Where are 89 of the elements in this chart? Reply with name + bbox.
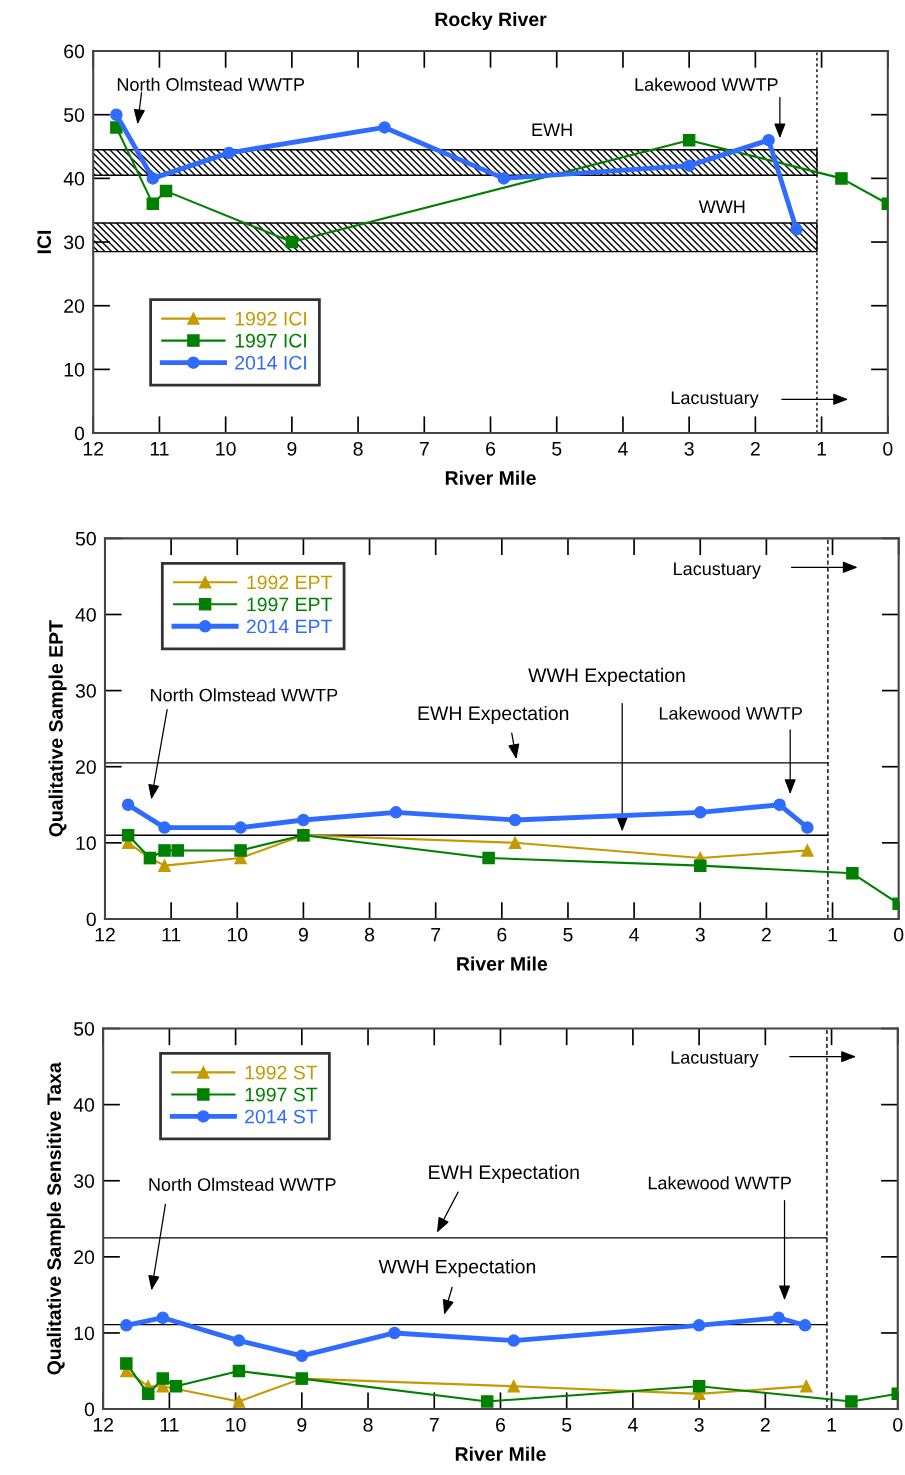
x-tick-label: 6 bbox=[486, 441, 496, 456]
x-tick-label: 2 bbox=[760, 1417, 770, 1432]
x-axis-title: River Mile bbox=[455, 1446, 546, 1461]
x-tick-label: 10 bbox=[216, 441, 236, 456]
x-tick-label: 0 bbox=[883, 441, 893, 456]
ref-line-label: EWH Expectation bbox=[418, 705, 569, 725]
x-tick-label: 8 bbox=[364, 927, 375, 942]
x-tick-label: 9 bbox=[298, 927, 308, 942]
x-tick-label: 4 bbox=[629, 927, 639, 942]
ref-line-label: WWH Expectation bbox=[528, 667, 685, 686]
x-tick-label: 11 bbox=[162, 927, 181, 942]
x-tick-label: 0 bbox=[894, 927, 904, 942]
x-tick-label: 11 bbox=[160, 1418, 179, 1432]
x-tick-label: 9 bbox=[297, 1417, 307, 1432]
x-tick-label: 12 bbox=[83, 441, 104, 456]
annotation: Lakewood WWTP bbox=[635, 77, 778, 91]
legend-label: 1992 ST bbox=[245, 1065, 318, 1080]
y-tick-label: 0 bbox=[84, 1402, 95, 1417]
ref-line-label: WWH Expectation bbox=[378, 1259, 536, 1278]
annotation: Lakewood WWTP bbox=[659, 706, 802, 720]
x-tick-label: 5 bbox=[562, 1418, 572, 1432]
y-axis-title: Qualitative Sample EPT bbox=[48, 620, 67, 837]
band-label: EWH bbox=[532, 123, 572, 136]
annotation: North Olmstead WWTP bbox=[151, 688, 338, 702]
legend-label: 2014 ST bbox=[245, 1109, 318, 1124]
band-label: WWH bbox=[698, 200, 745, 213]
x-tick-label: 0 bbox=[893, 1417, 903, 1432]
y-tick-label: 40 bbox=[75, 607, 96, 622]
x-tick-label: 7 bbox=[429, 1418, 439, 1432]
x-tick-label: 6 bbox=[497, 927, 507, 942]
y-axis-title: ICI bbox=[37, 230, 52, 254]
x-tick-label: 7 bbox=[419, 442, 429, 456]
annotation: North Olmstead WWTP bbox=[117, 77, 305, 91]
legend-label: 2014 ICI bbox=[235, 355, 306, 370]
legend-label: 2014 EPT bbox=[246, 619, 332, 634]
y-tick-label: 10 bbox=[76, 836, 96, 851]
x-tick-label: 8 bbox=[353, 441, 363, 456]
y-tick-label: 50 bbox=[64, 108, 85, 122]
legend-label: 1997 EPT bbox=[247, 597, 332, 612]
x-tick-label: 3 bbox=[684, 441, 694, 456]
x-tick-label: 11 bbox=[150, 442, 169, 456]
y-tick-label: 0 bbox=[86, 912, 96, 927]
y-tick-label: 20 bbox=[64, 299, 85, 313]
x-tick-label: 2 bbox=[750, 441, 760, 456]
x-tick-label: 3 bbox=[694, 1417, 704, 1432]
ref-line-label: EWH Expectation bbox=[429, 1164, 579, 1183]
y-tick-label: 10 bbox=[74, 1326, 95, 1341]
y-axis-title: Qualitative Sample Sensitive Taxa bbox=[46, 1062, 65, 1375]
y-tick-label: 40 bbox=[73, 1098, 95, 1112]
x-tick-label: 6 bbox=[496, 1417, 506, 1432]
annotation: North Olmstead WWTP bbox=[149, 1177, 336, 1191]
y-tick-label: 0 bbox=[74, 426, 85, 441]
legend-label: 1997 ST bbox=[245, 1087, 318, 1102]
y-tick-label: 20 bbox=[76, 760, 96, 774]
x-tick-label: 3 bbox=[695, 927, 705, 942]
annotation: Lacustuary bbox=[671, 391, 759, 408]
chart-title: Rocky River bbox=[435, 11, 547, 31]
y-tick-label: 60 bbox=[64, 44, 85, 59]
y-tick-label: 40 bbox=[63, 171, 85, 186]
x-tick-label: 8 bbox=[363, 1417, 373, 1432]
annotation: Lacustuary bbox=[671, 1051, 759, 1068]
x-tick-label: 4 bbox=[617, 442, 628, 456]
y-tick-label: 20 bbox=[74, 1250, 95, 1265]
x-tick-label: 5 bbox=[563, 927, 573, 942]
x-tick-label: 2 bbox=[761, 927, 771, 942]
annotation: Lakewood WWTP bbox=[648, 1176, 791, 1190]
y-tick-label: 30 bbox=[75, 684, 96, 698]
y-tick-label: 30 bbox=[64, 235, 85, 250]
y-tick-label: 10 bbox=[64, 362, 85, 377]
x-tick-label: 7 bbox=[431, 927, 441, 942]
x-tick-label: 1 bbox=[817, 442, 827, 456]
x-tick-label: 10 bbox=[226, 1417, 246, 1432]
x-tick-label: 12 bbox=[95, 927, 115, 942]
legend-label: 1992 ICI bbox=[235, 311, 306, 326]
legend-label: 1997 ICI bbox=[235, 333, 306, 348]
x-tick-label: 10 bbox=[227, 927, 248, 942]
x-tick-label: 9 bbox=[287, 441, 297, 456]
x-tick-label: 1 bbox=[828, 927, 837, 942]
y-tick-label: 50 bbox=[73, 1021, 95, 1036]
x-tick-label: 1 bbox=[827, 1418, 836, 1432]
annotation: Lacustuary bbox=[674, 562, 761, 579]
x-tick-label: 5 bbox=[552, 442, 562, 456]
x-tick-label: 12 bbox=[93, 1417, 114, 1432]
x-axis-title: River Mile bbox=[457, 956, 548, 971]
y-tick-label: 30 bbox=[73, 1174, 95, 1188]
legend-label: 1992 EPT bbox=[247, 575, 332, 590]
y-tick-label: 50 bbox=[75, 531, 96, 546]
x-axis-title: River Mile bbox=[445, 470, 536, 485]
x-tick-label: 4 bbox=[627, 1418, 638, 1432]
